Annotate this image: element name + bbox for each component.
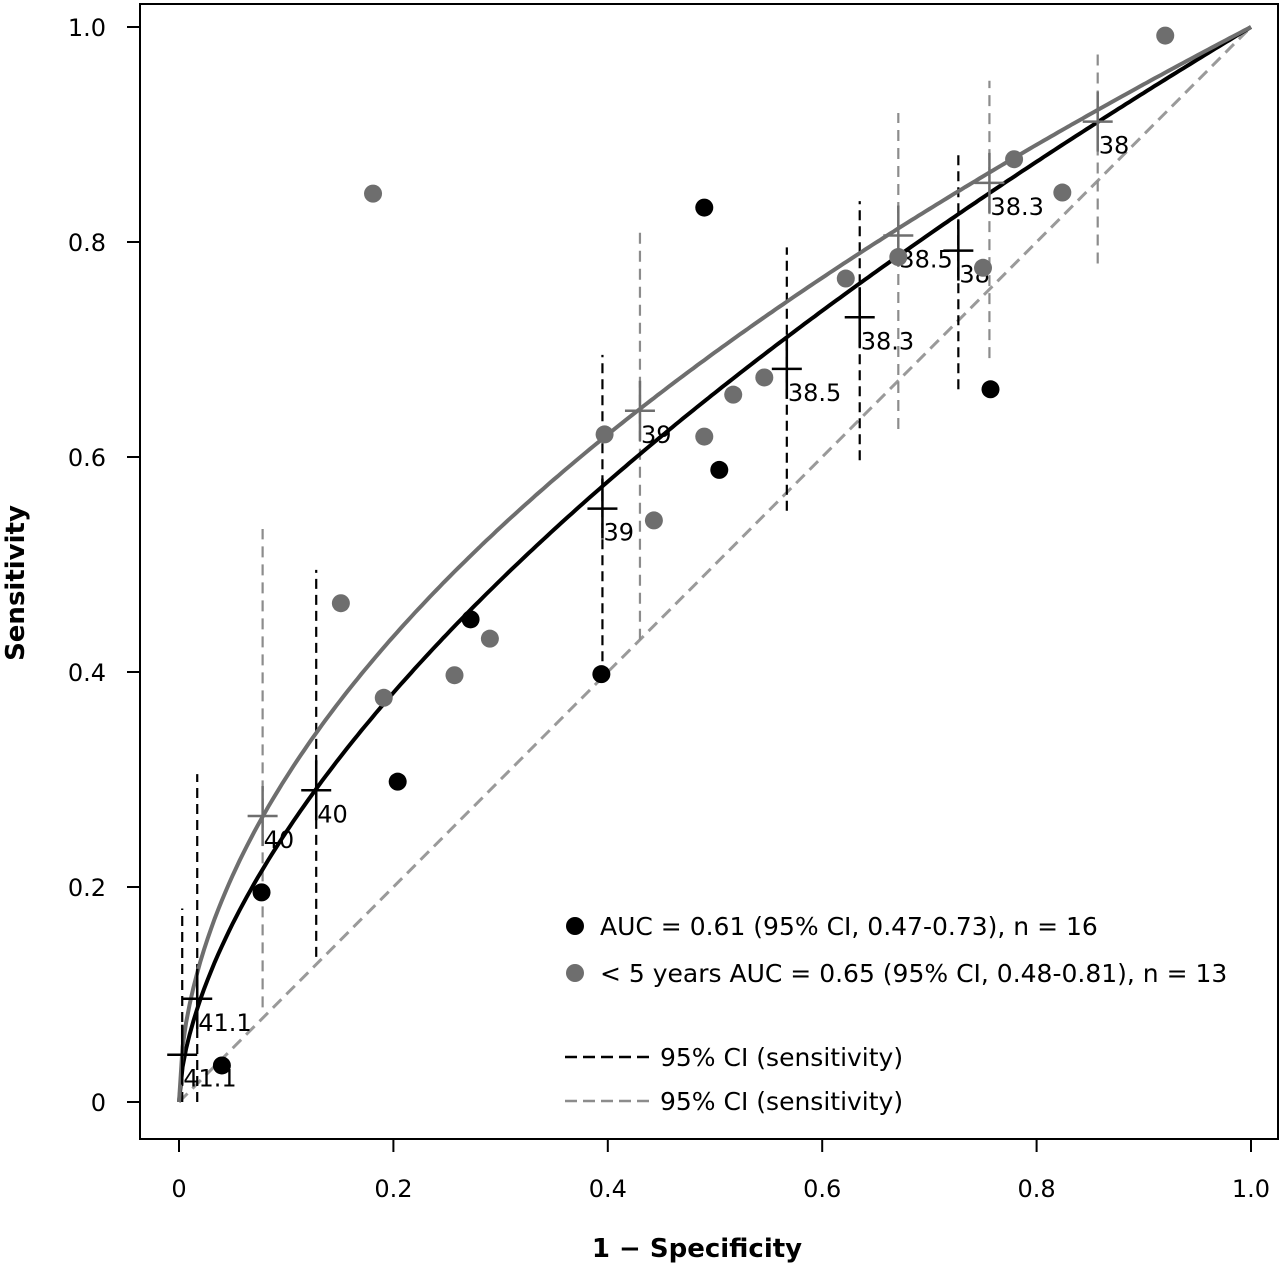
data-point-all	[388, 772, 407, 791]
y-tick-label: 0.2	[68, 874, 106, 902]
data-point-under5	[889, 248, 908, 267]
point-layer	[212, 26, 1175, 1075]
curve-layer	[177, 25, 1253, 1103]
data-point-all	[592, 665, 611, 684]
data-point-under5	[755, 368, 774, 387]
legend-ci-label: 95% CI (sensitivity)	[660, 1087, 903, 1116]
legend-label-under5: < 5 years AUC = 0.65 (95% CI, 0.48-0.81)…	[600, 959, 1227, 988]
threshold-label-under5: 38	[1099, 132, 1130, 160]
threshold-label-under5: 39	[641, 421, 672, 449]
threshold-label-all: 41.1	[198, 1009, 251, 1037]
threshold-label-all: 38.5	[788, 379, 841, 407]
y-tick-label: 1.0	[68, 14, 106, 42]
x-tick-label: 0	[171, 1175, 186, 1203]
y-tick-label: 0.6	[68, 444, 106, 472]
x-axis: 0 0.2 0.4 0.6 0.8 1.0	[171, 1139, 1270, 1203]
threshold-label-under5: 40	[264, 826, 295, 854]
y-tick-label: 0.4	[68, 659, 106, 687]
x-tick-label: 0.4	[589, 1175, 627, 1203]
threshold-label-under5: 38.3	[990, 193, 1043, 221]
data-point-under5	[595, 425, 614, 444]
x-tick-label: 1.0	[1232, 1175, 1270, 1203]
data-point-all	[981, 380, 1000, 399]
legend-marker-under5	[566, 964, 584, 982]
data-point-under5	[1053, 183, 1072, 202]
data-point-under5	[695, 427, 714, 446]
legend: AUC = 0.61 (95% CI, 0.47-0.73), n = 16 < …	[565, 912, 1227, 1116]
data-point-under5	[1005, 150, 1024, 169]
data-point-under5	[724, 385, 743, 404]
y-axis: 0 0.2 0.4 0.6 0.8 1.0	[68, 14, 140, 1117]
chance-diagonal-line	[177, 25, 1253, 1104]
data-point-all	[695, 198, 714, 217]
data-point-under5	[644, 511, 663, 530]
y-axis-title: Sensitivity	[1, 505, 31, 661]
x-tick-label: 0.6	[803, 1175, 841, 1203]
data-point-under5	[445, 666, 464, 685]
x-tick-label: 0.2	[374, 1175, 412, 1203]
data-point-under5	[1156, 26, 1175, 45]
threshold-label-under5: 38.5	[899, 246, 952, 274]
data-point-under5	[364, 184, 383, 203]
x-tick-label: 0.8	[1018, 1175, 1056, 1203]
threshold-label-all: 39	[603, 519, 634, 547]
legend-ci-label: 95% CI (sensitivity)	[660, 1043, 903, 1072]
legend-marker-all	[566, 917, 584, 935]
y-tick-label: 0.8	[68, 229, 106, 257]
fitted-curve-under5	[177, 25, 1252, 1103]
fitted-curve-all	[177, 25, 1253, 1103]
data-point-under5	[374, 688, 393, 707]
data-point-under5	[331, 594, 350, 613]
y-tick-label: 0	[91, 1089, 106, 1117]
data-point-under5	[480, 629, 499, 648]
threshold-label-all: 40	[317, 800, 348, 828]
legend-label-all: AUC = 0.61 (95% CI, 0.47-0.73), n = 16	[600, 912, 1098, 941]
x-axis-title: 1 − Specificity	[592, 1234, 802, 1264]
data-point-under5	[974, 258, 992, 277]
threshold-label-all: 38.3	[861, 327, 914, 355]
data-point-all	[710, 460, 729, 479]
plot-frame	[139, 3, 1279, 1140]
data-point-all	[461, 610, 480, 629]
diagonal-layer	[177, 25, 1253, 1104]
data-point-all	[252, 883, 271, 902]
data-point-under5	[836, 269, 855, 288]
data-point-all	[212, 1056, 231, 1075]
